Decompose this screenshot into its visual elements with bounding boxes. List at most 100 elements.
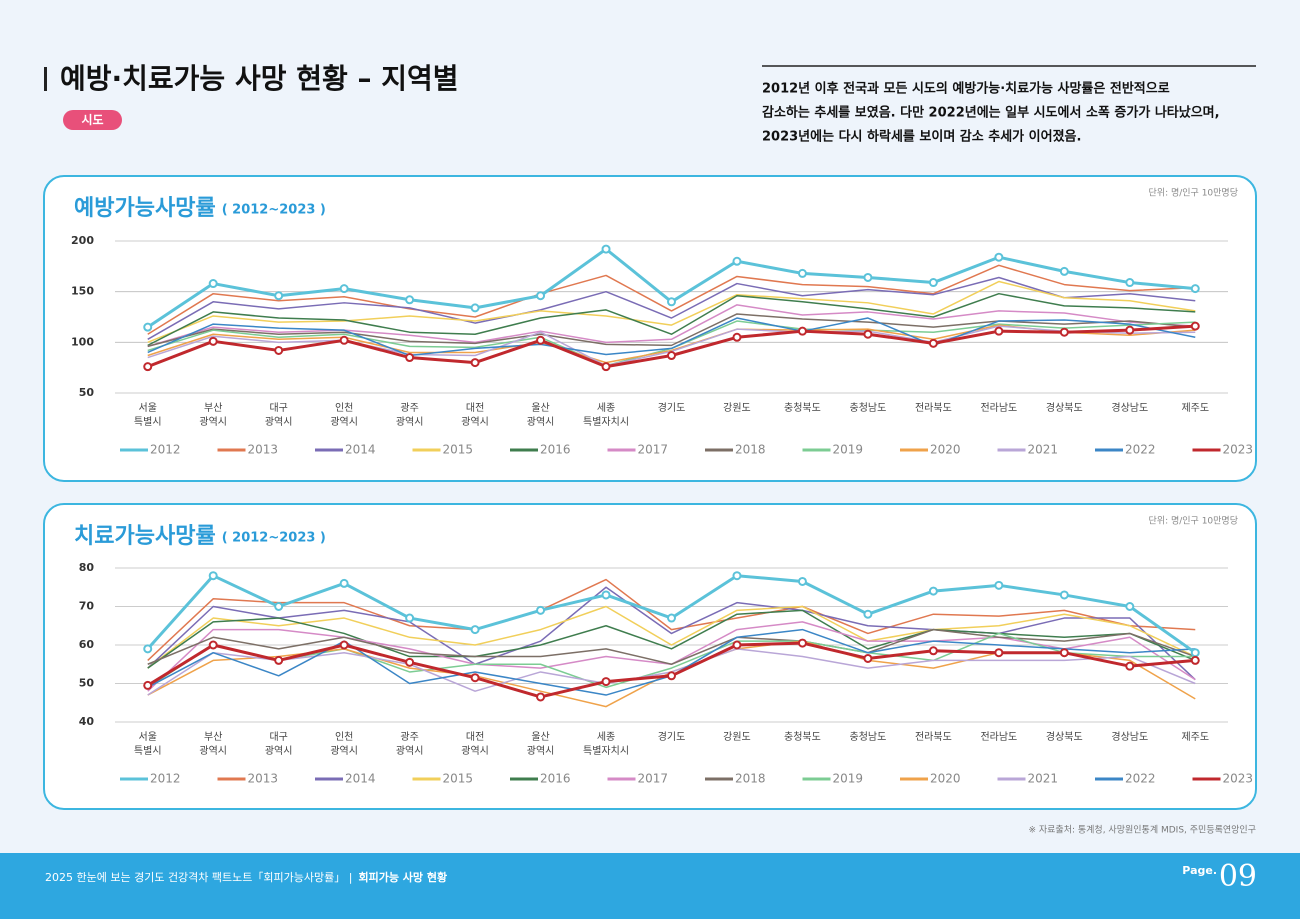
y-tick-label: 50 (79, 386, 95, 399)
x-tick-label: 인천 광역시 (330, 402, 358, 428)
marker (405, 657, 415, 667)
marker (667, 613, 676, 623)
series-line (147, 280, 1196, 344)
marker (143, 362, 153, 372)
marker (339, 578, 349, 588)
marker (797, 268, 807, 278)
marker (732, 332, 742, 342)
legend-label: 2018 (735, 443, 766, 457)
marker (667, 671, 676, 681)
marker (274, 655, 284, 665)
legend-label: 2012 (150, 772, 181, 786)
x-tick-label: 대전 광역시 (461, 731, 489, 757)
x-tick-label: 경기도 (658, 730, 686, 743)
y-tick-label: 80 (79, 561, 95, 574)
marker (339, 284, 349, 294)
legend-label: 2016 (540, 772, 571, 786)
legend-label: 2013 (248, 772, 279, 786)
x-tick-label: 서울 특별시 (134, 731, 162, 757)
x-tick-label: 대구 광역시 (265, 402, 293, 428)
series-line (147, 276, 1196, 340)
legend-label: 2020 (930, 443, 961, 457)
series-line (147, 317, 1196, 357)
series-line (147, 628, 1196, 665)
marker (928, 278, 938, 288)
legend-label: 2019 (833, 443, 864, 457)
x-tick-label: 세종 특별자치시 (583, 402, 629, 428)
chart-subtitle: ( 2012~2023 ) (222, 531, 326, 546)
chart-subtitle: ( 2012~2023 ) (222, 203, 326, 218)
marker (994, 326, 1004, 336)
marker (405, 613, 415, 623)
legend-label: 2015 (443, 443, 474, 457)
marker (339, 335, 349, 345)
marker (405, 295, 415, 305)
marker (1125, 602, 1135, 611)
marker (1125, 325, 1135, 335)
marker (601, 677, 611, 687)
y-tick-label: 200 (71, 234, 94, 247)
marker (1125, 661, 1135, 671)
x-tick-label: 광주 광역시 (396, 402, 424, 428)
x-tick-label: 전라북도 (915, 402, 952, 414)
marker (536, 692, 546, 702)
marker (143, 644, 153, 654)
description: 2012년 이후 전국과 모든 시도의 예방가능·치료가능 사망률은 전반적으로 (762, 81, 1170, 97)
x-tick-label: 강원도 (723, 402, 751, 414)
x-tick-label: 부산 광역시 (199, 731, 227, 757)
x-tick-label: 충청남도 (850, 402, 887, 414)
legend-label: 2014 (345, 772, 376, 786)
page-number: 09 (1219, 859, 1257, 894)
chart-title: 예방가능사망률 (74, 196, 216, 221)
marker (667, 351, 676, 361)
x-tick-label: 강원도 (723, 731, 751, 743)
description: 2023년에는 다시 하락세를 보이며 감소 추세가 이어졌음. (762, 129, 1081, 145)
marker (405, 353, 415, 363)
marker (1190, 648, 1200, 658)
series-line (147, 609, 1196, 669)
marker (536, 335, 546, 345)
marker (1059, 266, 1069, 276)
y-tick-label: 60 (79, 638, 95, 651)
y-tick-label: 100 (71, 335, 94, 348)
charts: 예방가능사망률 ( 2012~2023 ) 단위: 명/인구 10만명당 50 100 1… (43, 175, 1257, 810)
marker (601, 590, 611, 600)
marker (1190, 321, 1200, 331)
marker (797, 576, 807, 586)
y-tick-label: 70 (79, 600, 95, 613)
panel (43, 175, 1257, 482)
marker (1059, 648, 1069, 658)
x-tick-label: 경상북도 (1046, 401, 1083, 414)
marker (797, 326, 807, 336)
x-tick-label: 전라남도 (980, 731, 1017, 743)
x-tick-label: 세종 특별자치시 (583, 731, 629, 757)
x-tick-label: 대구 광역시 (265, 731, 293, 757)
legend-label: 2022 (1125, 443, 1156, 457)
x-tick-label: 전라남도 (980, 402, 1017, 414)
chart-panel: 예방가능사망률 ( 2012~2023 ) 단위: 명/인구 10만명당 50 100 1… (43, 175, 1257, 482)
marker (732, 256, 742, 266)
marker (1125, 278, 1135, 288)
legend-label: 2021 (1028, 772, 1059, 786)
x-tick-label: 제주도 (1181, 731, 1209, 743)
marker (1190, 655, 1200, 665)
x-tick-label: 인천 광역시 (330, 731, 358, 757)
marker (732, 571, 742, 581)
y-tick-label: 150 (71, 285, 94, 298)
marker (928, 586, 938, 596)
x-tick-label: 부산 광역시 (199, 402, 227, 428)
marker (863, 329, 873, 339)
marker (470, 303, 480, 313)
unit: 단위: 명/인구 10만명당 (1149, 188, 1238, 199)
x-tick-label: 충청남도 (850, 731, 887, 743)
marker (470, 673, 480, 683)
x-tick-label: 경상남도 (1111, 401, 1148, 414)
x-tick-label: 서울 특별시 (134, 402, 162, 428)
x-tick-label: 대전 광역시 (461, 402, 489, 428)
series-line (147, 605, 1196, 669)
x-tick-label: 울산 광역시 (527, 402, 555, 428)
legend-label: 2016 (540, 443, 571, 457)
marker (274, 602, 284, 611)
